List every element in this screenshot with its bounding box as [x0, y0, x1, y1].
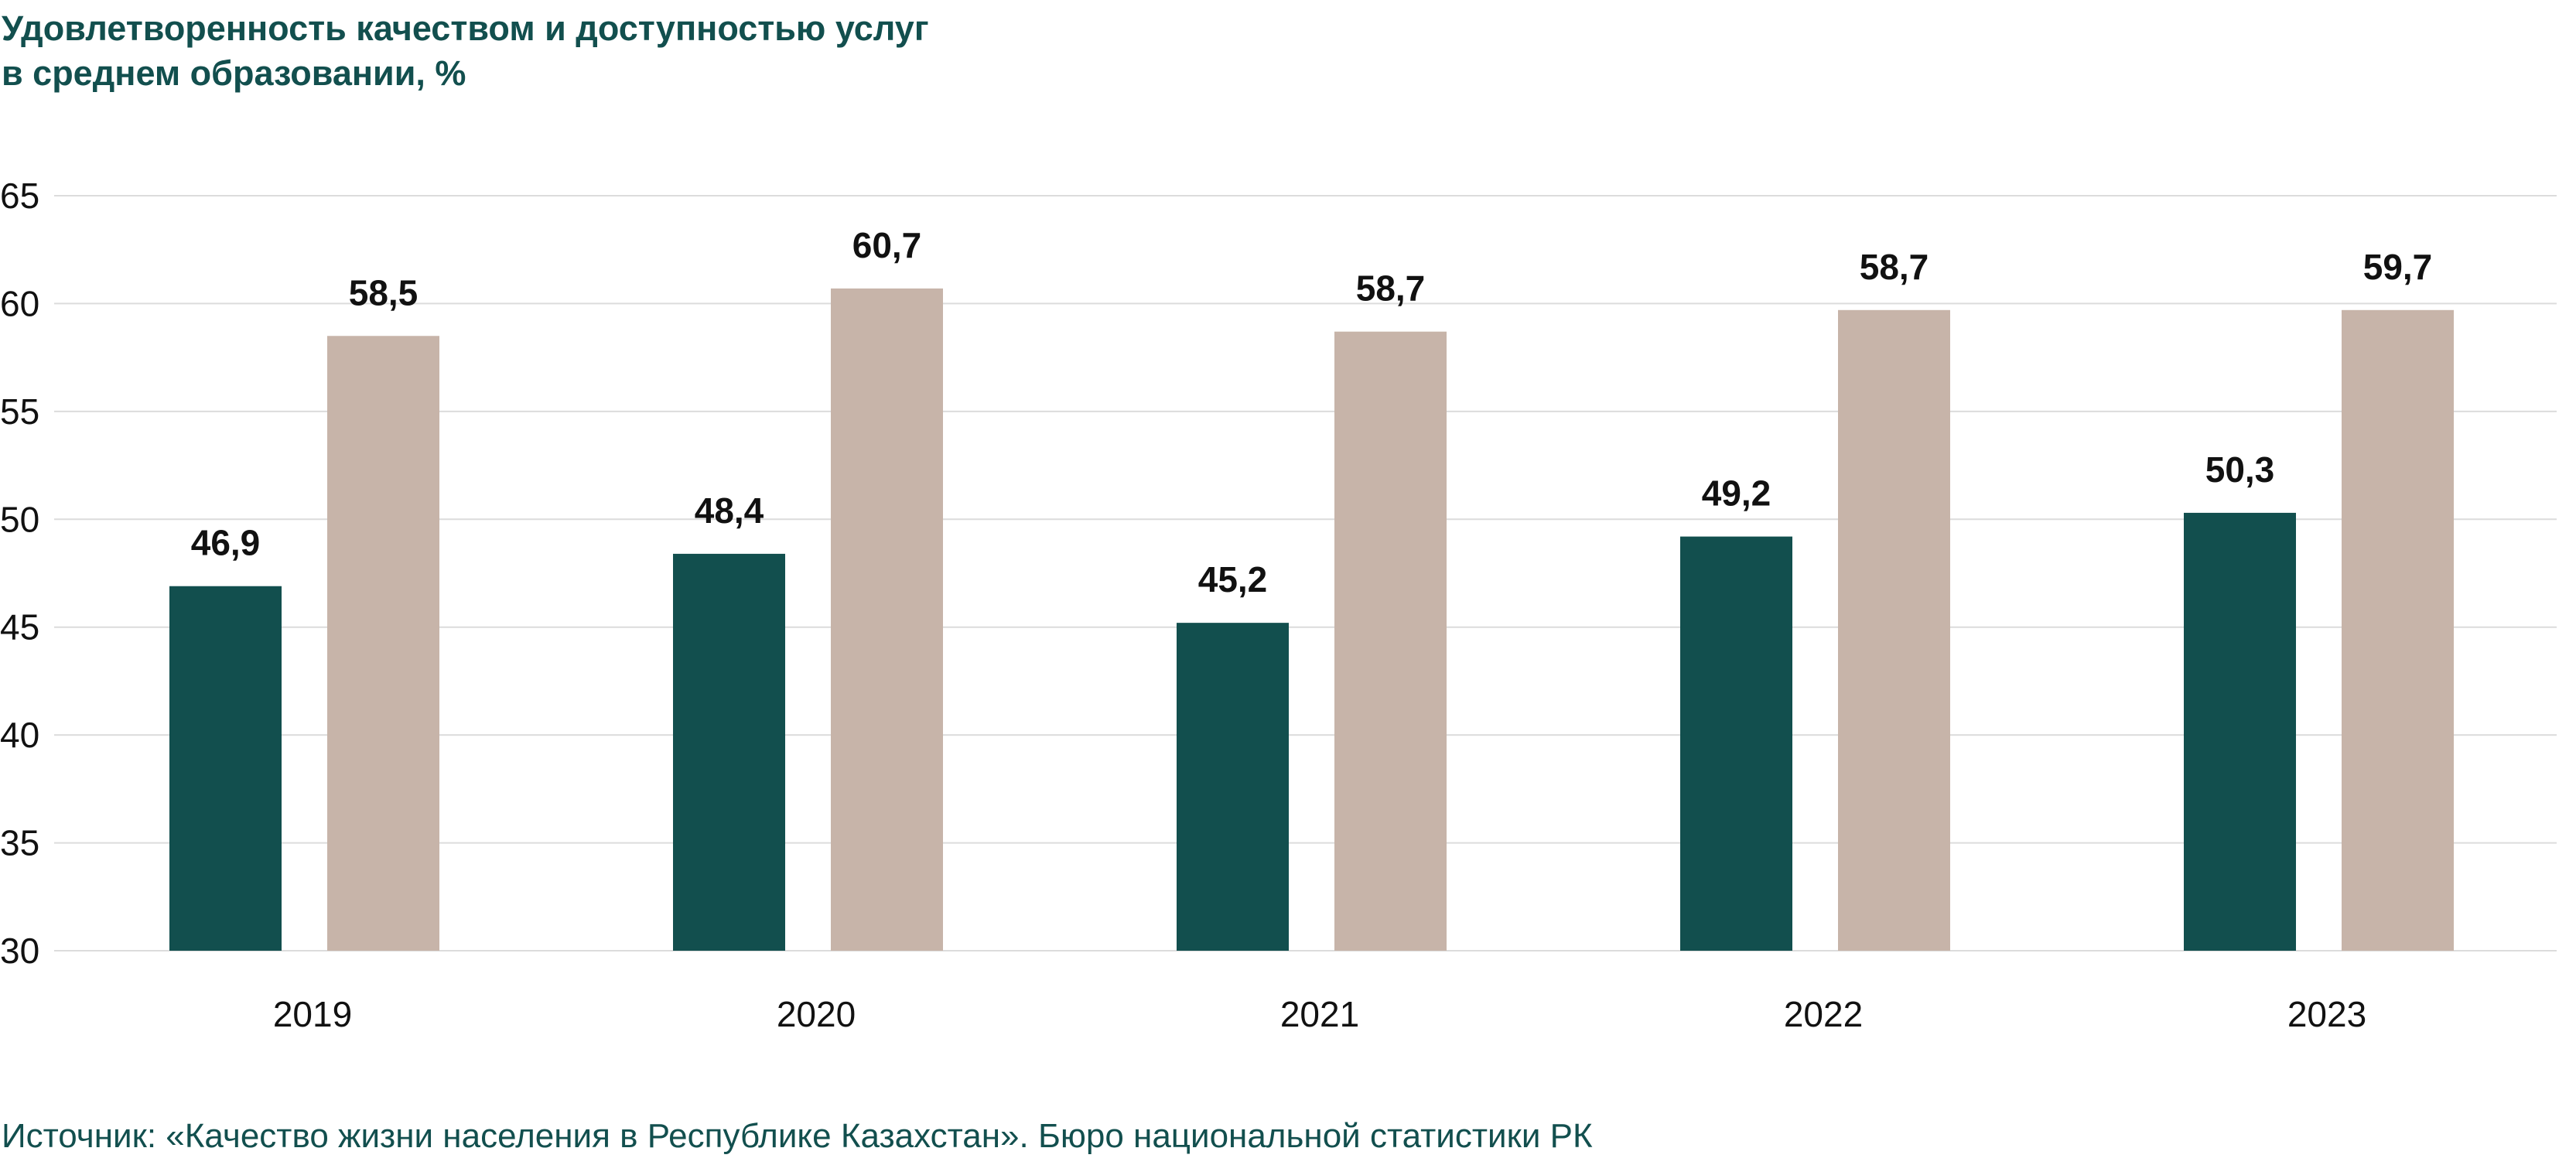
x-tick-label-2021: 2021 — [1280, 994, 1359, 1034]
bar-series1-2019 — [169, 586, 282, 951]
bar-series1-2021 — [1177, 623, 1289, 951]
y-tick-label-45: 45 — [0, 607, 39, 647]
bar-series2-2023 — [2342, 309, 2454, 951]
data-label-series1-2023: 50,3 — [2205, 449, 2275, 490]
data-label-series2-2023: 59,7 — [2363, 247, 2433, 287]
bar-series1-2023 — [2184, 512, 2296, 951]
y-axis-ticks: 30 35 40 45 50 55 60 65 — [0, 176, 39, 971]
x-tick-label-2023: 2023 — [2287, 994, 2366, 1034]
bar-series2-2020 — [831, 288, 943, 951]
data-label-series1-2022: 49,2 — [1702, 473, 1771, 514]
data-label-series2-2021: 58,7 — [1356, 268, 1426, 309]
x-tick-label-2019: 2019 — [273, 994, 352, 1034]
x-tick-label-2020: 2020 — [777, 994, 856, 1034]
y-tick-label-30: 30 — [0, 931, 39, 971]
x-tick-label-2022: 2022 — [1784, 994, 1863, 1034]
y-tick-label-50: 50 — [0, 499, 39, 539]
y-tick-label-60: 60 — [0, 283, 39, 323]
x-axis-ticks: 2019 2020 2021 2022 2023 — [273, 994, 2366, 1034]
bar-series2-2019 — [327, 336, 439, 951]
y-tick-label-55: 55 — [0, 391, 39, 432]
data-label-series2-2019: 58,5 — [349, 272, 419, 313]
y-tick-label-65: 65 — [0, 176, 39, 216]
data-label-series1-2021: 45,2 — [1198, 559, 1268, 600]
bar-series1-2020 — [673, 553, 785, 951]
bars — [169, 288, 2454, 951]
bar-series1-2022 — [1680, 536, 1792, 951]
y-tick-label-40: 40 — [0, 715, 39, 755]
source-note: Источник: «Качество жизни населения в Ре… — [2, 1117, 1593, 1155]
chart-title-line-1: Удовлетворенность качеством и доступност… — [2, 9, 929, 48]
data-label-series2-2020: 60,7 — [852, 225, 922, 265]
bar-series2-2022 — [1838, 309, 1950, 951]
data-label-series1-2020: 48,4 — [695, 490, 764, 531]
chart-title: Удовлетворенность качеством и доступност… — [2, 6, 929, 96]
chart-title-line-2: в среднем образовании, % — [2, 53, 466, 93]
gridlines — [54, 195, 2557, 951]
data-label-series2-2022: 58,7 — [1860, 247, 1929, 287]
y-tick-label-35: 35 — [0, 823, 39, 863]
data-labels: 46,9 48,4 45,2 49,2 50,3 58,5 60,7 58,7 58,7 59,7 — [191, 225, 2433, 600]
bar-series2-2021 — [1334, 331, 1447, 951]
data-label-series1-2019: 46,9 — [191, 523, 261, 563]
